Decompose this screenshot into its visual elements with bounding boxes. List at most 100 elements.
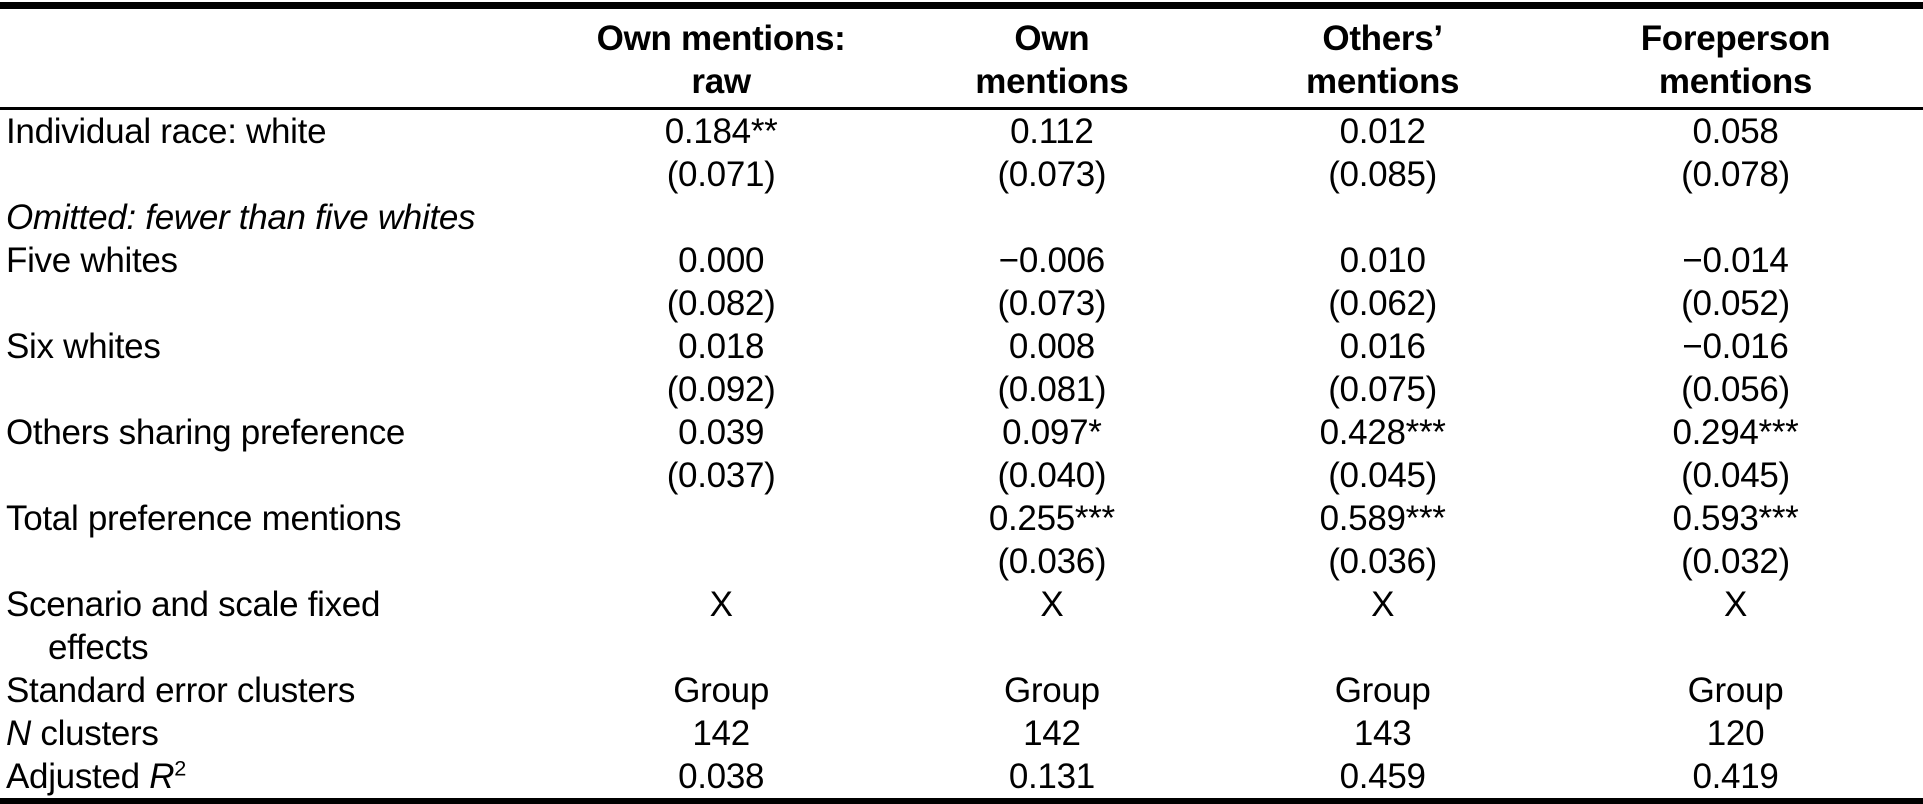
std-error-cell: (0.062): [1328, 284, 1437, 323]
column-header-line2: mentions: [1306, 62, 1460, 101]
column-header-line2: mentions: [975, 62, 1129, 101]
std-error-cell: (0.081): [997, 370, 1107, 409]
row-n-clusters: N clusters 142 142 143 120: [0, 712, 1923, 755]
coefficient-cell: [556, 497, 887, 540]
column-header-line1: Others’: [1322, 19, 1443, 58]
row-label-line1: Scenario and scale fixed: [6, 585, 381, 624]
coefficient-cell: 0.097*: [1002, 413, 1102, 452]
row-total-preference-mentions: Total preference mentions 0.255*** 0.589…: [0, 497, 1923, 540]
row-label: Scenario and scale fixed effects: [0, 583, 556, 669]
row-others-sharing-preference-se: (0.037) (0.040) (0.045) (0.045): [0, 454, 1923, 497]
std-error-cell: (0.092): [666, 370, 776, 409]
std-error-cell: (0.036): [997, 542, 1107, 581]
coefficient-cell: 0.008: [1008, 327, 1095, 366]
fixed-effects-flag-cell: X: [709, 585, 733, 624]
row-six-whites: Six whites 0.018 0.008 0.016 −0.016: [0, 325, 1923, 368]
coefficient-cell: 0.428***: [1319, 413, 1446, 452]
adjusted-r2-cell: 0.459: [1339, 757, 1426, 796]
std-error-cell: (0.071): [666, 155, 776, 194]
row-label: Others sharing preference: [6, 413, 406, 452]
std-error-cell: (0.040): [997, 456, 1107, 495]
row-label: Adjusted R2: [0, 755, 556, 802]
n-clusters-cell: 142: [692, 714, 750, 753]
coefficient-cell: 0.255***: [988, 499, 1115, 538]
coefficient-cell: 0.593***: [1672, 499, 1799, 538]
coefficient-cell: 0.016: [1339, 327, 1426, 366]
empty-cell: [886, 196, 1217, 239]
row-label: Six whites: [6, 327, 161, 366]
std-error-cell: (0.045): [1681, 456, 1790, 495]
column-header-others-mentions: Others’ mentions: [1217, 5, 1548, 110]
row-individual-race-white-se: (0.071) (0.073) (0.085) (0.078): [0, 153, 1923, 196]
row-label-text: clusters: [30, 714, 159, 753]
column-header-line1: Foreperson: [1640, 19, 1831, 58]
header-row: Own mentions: raw Own mentions Others’ m…: [0, 5, 1923, 110]
adjusted-r2-cell: 0.419: [1692, 757, 1779, 796]
superscript-2: 2: [174, 755, 186, 781]
n-clusters-cell: 120: [1706, 714, 1765, 753]
coefficient-cell: −0.016: [1682, 327, 1789, 366]
cluster-type-cell: Group: [1334, 671, 1431, 710]
coefficient-cell: 0.294***: [1672, 413, 1799, 452]
empty-cell: [0, 368, 556, 411]
header-empty-cell: [0, 5, 556, 110]
std-error-cell: (0.078): [1681, 155, 1790, 194]
std-error-cell: (0.032): [1681, 542, 1790, 581]
row-adjusted-r2: Adjusted R2 0.038 0.131 0.459 0.419: [0, 755, 1923, 802]
std-error-cell: (0.037): [666, 456, 776, 495]
coefficient-cell: −0.014: [1682, 241, 1789, 280]
row-label-line2: effects: [48, 628, 149, 667]
std-error-cell: (0.073): [997, 284, 1107, 323]
fixed-effects-flag-cell: X: [1723, 585, 1748, 624]
cluster-type-cell: Group: [1687, 671, 1784, 710]
row-individual-race-white: Individual race: white 0.184** 0.112 0.0…: [0, 109, 1923, 154]
fixed-effects-flag-cell: X: [1040, 585, 1064, 624]
row-others-sharing-preference: Others sharing preference 0.039 0.097* 0…: [0, 411, 1923, 454]
coefficient-cell: 0.010: [1339, 241, 1426, 280]
r-symbol: R: [149, 757, 175, 796]
empty-cell: [0, 153, 556, 196]
coefficient-cell: 0.000: [678, 241, 765, 280]
column-header-line1: Own: [1014, 19, 1090, 58]
empty-cell: [1217, 196, 1548, 239]
n-symbol: N: [6, 714, 31, 753]
row-label: Individual race: white: [6, 112, 327, 151]
row-label: Total preference mentions: [6, 499, 402, 538]
coefficient-cell: 0.184**: [664, 112, 778, 151]
column-header-line2: mentions: [1658, 62, 1813, 101]
row-fixed-effects: Scenario and scale fixed effects X X X X: [0, 583, 1923, 669]
row-label: N clusters: [0, 712, 556, 755]
adjusted-r2-cell: 0.131: [1008, 757, 1095, 796]
std-error-cell: (0.036): [1328, 542, 1437, 581]
row-label-text: Adjusted: [6, 757, 150, 796]
std-error-cell: (0.052): [1681, 284, 1790, 323]
cluster-type-cell: Group: [673, 671, 769, 710]
cluster-type-cell: Group: [1003, 671, 1100, 710]
std-error-cell: (0.075): [1328, 370, 1437, 409]
std-error-cell: (0.045): [1328, 456, 1437, 495]
std-error-cell: (0.073): [997, 155, 1107, 194]
coefficient-cell: 0.012: [1339, 112, 1426, 151]
row-five-whites: Five whites 0.000 −0.006 0.010 −0.014: [0, 239, 1923, 282]
row-six-whites-se: (0.092) (0.081) (0.075) (0.056): [0, 368, 1923, 411]
coefficient-cell: 0.039: [678, 413, 765, 452]
column-header-line2: raw: [691, 62, 751, 101]
empty-cell: [0, 454, 556, 497]
coefficient-cell: 0.589***: [1319, 499, 1446, 538]
row-label: Standard error clusters: [6, 671, 356, 710]
column-header-foreperson-mentions: Foreperson mentions: [1547, 5, 1923, 110]
column-header-own-mentions: Own mentions: [886, 5, 1218, 110]
empty-cell: [0, 540, 556, 583]
n-clusters-cell: 143: [1353, 714, 1412, 753]
std-error-cell: (0.056): [1681, 370, 1790, 409]
empty-cell: [556, 196, 887, 239]
column-header-line1: Own mentions:: [596, 19, 846, 58]
std-error-cell: (0.082): [666, 284, 776, 323]
coefficient-cell: −0.006: [998, 241, 1106, 280]
row-omitted-note: Omitted: fewer than five whites: [0, 196, 1923, 239]
omitted-category-note: Omitted: fewer than five whites: [6, 198, 476, 237]
row-label: Five whites: [6, 241, 178, 280]
row-five-whites-se: (0.082) (0.073) (0.062) (0.052): [0, 282, 1923, 325]
